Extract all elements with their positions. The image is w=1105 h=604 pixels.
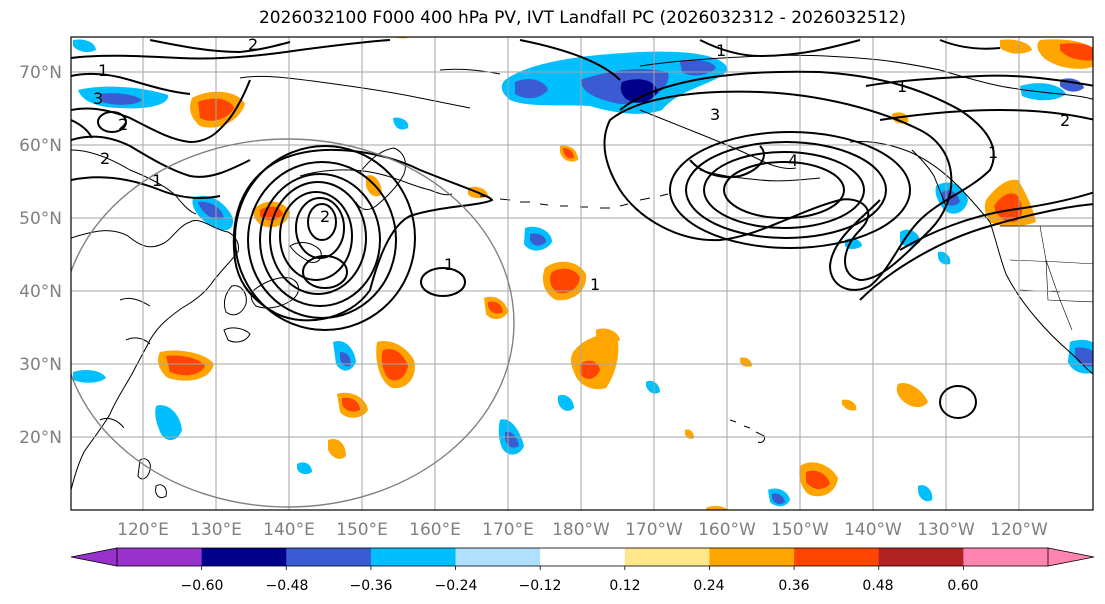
- contour-label: 2: [1060, 111, 1070, 130]
- colorbar-segment: [794, 548, 880, 566]
- colorbar: [70, 547, 1095, 570]
- contour-label: 4: [788, 151, 798, 170]
- lon-label: 170°W: [625, 520, 683, 540]
- lat-label: 40°N: [19, 282, 62, 302]
- colorbar-extend-max: [1047, 547, 1095, 567]
- lat-label: 30°N: [19, 355, 62, 375]
- colorbar-segment: [370, 548, 457, 566]
- contour-label: 1: [988, 143, 998, 162]
- lon-label: 150°W: [771, 520, 829, 540]
- graticule: [71, 37, 1093, 510]
- contour-label: 1: [444, 255, 454, 274]
- longitude-labels: 120°E 130°E 140°E 150°E 160°E 170°E 180°…: [117, 520, 1048, 540]
- colorbar-tick-labels: −0.60 −0.48 −0.36 −0.24 −0.12 0.12 0.24 …: [181, 578, 979, 594]
- contour-label-group: 1 2 3 2 2 1 1 2 4 3 1 1 1 2 1: [93, 35, 1070, 294]
- colorbar-segment: [878, 548, 964, 566]
- map-title: 2026032100 F000 400 hPa PV, IVT Landfall…: [258, 8, 906, 28]
- latitude-labels: 70°N 60°N 50°N 40°N 30°N 20°N: [19, 63, 62, 448]
- colorbar-tick-label: 0.48: [862, 578, 893, 594]
- colorbar-tick-label: −0.60: [181, 578, 224, 594]
- contour-label: 1: [897, 77, 907, 96]
- contour-label: 3: [93, 89, 103, 108]
- colorbar-segment: [201, 548, 287, 566]
- contour-label: 1: [98, 61, 108, 80]
- contour-label: 2: [118, 115, 128, 134]
- lat-label: 70°N: [19, 63, 62, 83]
- map-frame: [70, 36, 1094, 511]
- colorbar-segment: [963, 548, 1049, 566]
- colorbar-tick-label: 0.24: [693, 578, 724, 594]
- lon-label: 140°E: [263, 520, 315, 540]
- colorbar-tick-label: −0.12: [519, 578, 562, 594]
- colorbar-extend-min: [70, 547, 118, 567]
- contour-label: 1: [590, 275, 600, 294]
- colorbar-segment: [709, 548, 795, 566]
- coastlines: [71, 54, 1093, 499]
- colorbar-outline: [116, 547, 1049, 567]
- colorbar-segment: [455, 548, 541, 566]
- lon-label: 120°E: [117, 520, 169, 540]
- lat-label: 60°N: [19, 136, 62, 156]
- lon-label: 130°W: [917, 520, 975, 540]
- ivt-contours: [71, 39, 1093, 419]
- colorbar-tick-label: 0.60: [947, 578, 978, 594]
- colorbar-tick-label: −0.36: [350, 578, 393, 594]
- lon-label: 180°W: [552, 520, 610, 540]
- colorbar-segment: [540, 548, 626, 566]
- colorbar-segment: [117, 548, 203, 566]
- contour-label: 3: [710, 105, 720, 124]
- search-radius-circle: [71, 138, 515, 508]
- colorbar-segment: [286, 548, 372, 566]
- contour-label: 1: [152, 171, 162, 190]
- lon-label: 150°E: [336, 520, 388, 540]
- colorbar-tick-label: −0.48: [266, 578, 309, 594]
- lon-label: 140°W: [844, 520, 902, 540]
- lon-label: 170°E: [482, 520, 534, 540]
- lon-label: 120°W: [990, 520, 1048, 540]
- colorbar-segment: [624, 548, 710, 566]
- contour-label: 2: [248, 35, 258, 54]
- lon-label: 160°W: [698, 520, 756, 540]
- contour-label: 1: [716, 41, 726, 60]
- colorbar-tick-label: 0.12: [609, 578, 640, 594]
- contour-label: 2: [100, 149, 110, 168]
- lon-label: 130°E: [190, 520, 242, 540]
- colorbar-tick-label: −0.24: [435, 578, 478, 594]
- contour-label: 2: [320, 207, 330, 226]
- lat-label: 20°N: [19, 428, 62, 448]
- colorbar-tick-label: 0.36: [778, 578, 809, 594]
- lon-label: 160°E: [409, 520, 461, 540]
- lat-label: 50°N: [19, 209, 62, 229]
